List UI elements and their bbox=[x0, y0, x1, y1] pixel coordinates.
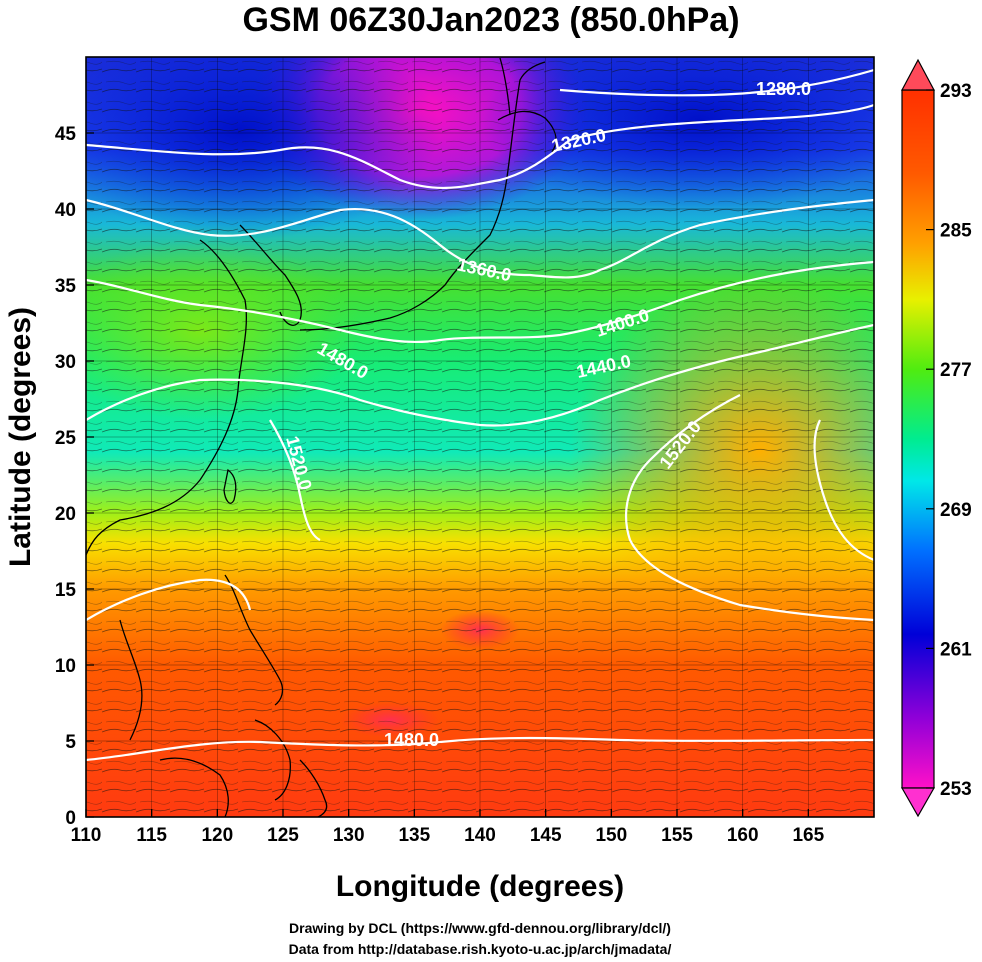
x-axis: 110 115 120 125 130 135 140 145 150 155 160 165 bbox=[71, 809, 825, 846]
coastline-sulawesi bbox=[299, 759, 328, 817]
coastline-vietnam bbox=[119, 619, 143, 741]
x-tick-label: 155 bbox=[661, 825, 693, 846]
credit-data: Data from http://database.rish.kyoto-u.a… bbox=[288, 941, 672, 957]
y-tick-label: 45 bbox=[55, 124, 77, 145]
colorbar-tick-label: 293 bbox=[940, 81, 972, 102]
contour-1280 bbox=[559, 68, 874, 97]
colorbar-tick-label: 277 bbox=[940, 360, 972, 381]
colorbar-min-arrow bbox=[900, 787, 936, 818]
contour-1520-east bbox=[625, 394, 874, 622]
plot-area: 1280.0 1320.0 1360.0 1400.0 1440.0 1480.… bbox=[86, 57, 874, 817]
colorbar: 293 285 277 269 261 253 bbox=[900, 58, 972, 818]
coastline-mainland-asia bbox=[86, 239, 248, 556]
x-axis-label: Longitude (degrees) bbox=[336, 870, 624, 903]
x-tick-label: 125 bbox=[267, 825, 299, 846]
y-tick-label: 15 bbox=[55, 580, 77, 601]
contour-1360 bbox=[86, 198, 874, 279]
colorbar-ticks: 293 285 277 269 261 253 bbox=[926, 81, 972, 800]
contour-label: 1480.0 bbox=[384, 730, 439, 750]
y-tick-label: 30 bbox=[55, 352, 76, 373]
credit-drawing: Drawing by DCL (https://www.gfd-dennou.o… bbox=[289, 920, 671, 936]
y-axis: 0 5 10 15 20 25 30 35 40 45 bbox=[55, 124, 94, 829]
x-tick-label: 140 bbox=[464, 825, 496, 846]
contour-1320 bbox=[86, 103, 874, 189]
y-tick-label: 10 bbox=[55, 656, 76, 677]
coastline-luzon bbox=[224, 574, 284, 706]
coastline-mindanao bbox=[254, 719, 291, 801]
contour-label: 1280.0 bbox=[756, 79, 811, 99]
y-tick-label: 5 bbox=[65, 732, 76, 753]
contour-1480-west bbox=[86, 578, 252, 621]
x-tick-label: 145 bbox=[530, 825, 562, 846]
coastline-korea bbox=[239, 224, 302, 326]
grid-lines bbox=[86, 57, 874, 817]
coastline-japan bbox=[299, 61, 546, 331]
x-tick-label: 110 bbox=[71, 825, 102, 846]
y-tick-label: 40 bbox=[55, 200, 76, 221]
contour-1480-inner bbox=[813, 419, 874, 562]
colorbar-scale bbox=[901, 89, 935, 789]
colorbar-tick-label: 261 bbox=[940, 639, 972, 660]
coastline-hokkaido bbox=[497, 110, 557, 153]
contour-1480-south bbox=[86, 736, 874, 762]
coastline-sakhalin bbox=[499, 57, 511, 116]
contour-1440 bbox=[86, 323, 874, 427]
y-axis-label: Latitude (degrees) bbox=[4, 307, 37, 567]
coastline-taiwan bbox=[223, 468, 237, 504]
colorbar-tick-label: 253 bbox=[940, 779, 972, 800]
contour-1520-west bbox=[269, 419, 321, 541]
colorbar-tick-label: 269 bbox=[940, 500, 972, 521]
y-tick-label: 25 bbox=[55, 428, 77, 449]
credit-block: Drawing by DCL (https://www.gfd-dennou.o… bbox=[0, 918, 960, 960]
y-tick-label: 20 bbox=[55, 504, 76, 525]
x-tick-label: 130 bbox=[333, 825, 365, 846]
x-tick-label: 160 bbox=[727, 825, 759, 846]
coastline-borneo bbox=[159, 757, 229, 817]
coastlines bbox=[86, 57, 557, 817]
chart-title: GSM 06Z30Jan2023 (850.0hPa) bbox=[242, 1, 740, 39]
x-tick-label: 120 bbox=[201, 825, 233, 846]
contour-1400 bbox=[86, 260, 874, 344]
x-tick-label: 150 bbox=[595, 825, 627, 846]
colorbar-tick-label: 285 bbox=[940, 221, 972, 242]
x-tick-label: 135 bbox=[398, 825, 430, 846]
x-tick-label: 115 bbox=[136, 825, 167, 846]
y-tick-label: 35 bbox=[55, 276, 77, 297]
colorbar-max-arrow bbox=[901, 58, 935, 91]
y-tick-label: 0 bbox=[65, 808, 76, 829]
height-contours bbox=[86, 68, 874, 762]
x-tick-label: 165 bbox=[792, 825, 824, 846]
